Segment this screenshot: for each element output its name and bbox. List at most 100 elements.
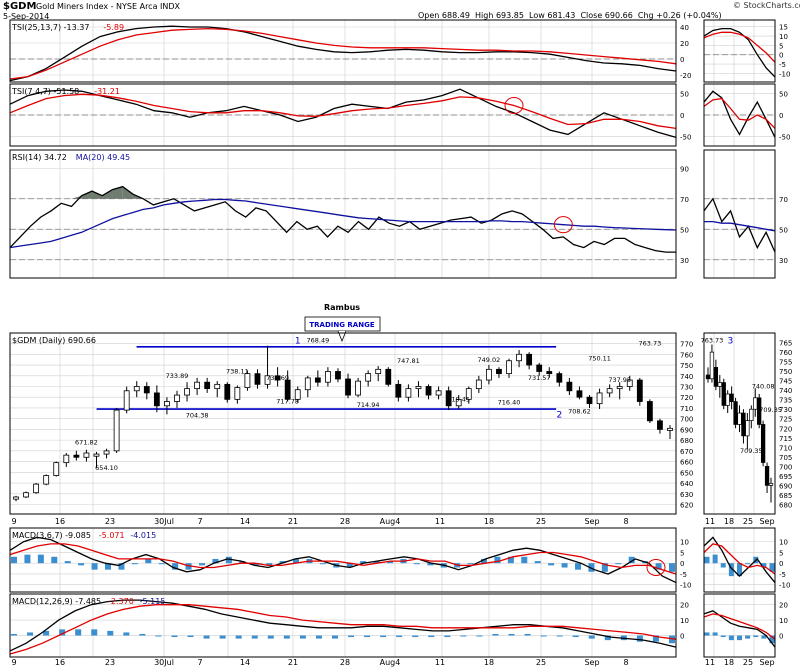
x-axis-bottom-label-11: 25 <box>536 658 546 667</box>
panel5-hist-bar-49 <box>669 563 675 572</box>
rsi-overbought-fill-7 <box>81 191 92 199</box>
panel6-hist-bar-4 <box>75 629 82 636</box>
panel6-hist-bar-10 <box>171 635 178 638</box>
panel6-hist-bar-20 <box>331 635 338 639</box>
panel5-inset-hist-bar-4 <box>737 563 742 577</box>
price-ytick-6: 710 <box>680 405 693 413</box>
x-axis-bottom-label-0: 9 <box>11 658 16 667</box>
price-label-14: 708.62 <box>568 407 591 415</box>
chart-security-name: Gold Miners Index - NYSE Arca INDX <box>36 2 181 11</box>
panel3-inset-series-0 <box>703 197 776 253</box>
price-label-2: 733.89 <box>166 372 189 380</box>
candle-body-53 <box>546 371 553 375</box>
price-ytick-8: 690 <box>680 426 693 434</box>
panel5-hist-bar-30 <box>413 563 420 565</box>
panel5-hist-bar-14 <box>199 563 205 566</box>
panel6-inset-series-0 <box>703 610 776 648</box>
panel1-ytick-1: 20 <box>680 40 689 48</box>
candle-body-61 <box>626 379 633 387</box>
x-axis-label-11: 25 <box>536 517 546 526</box>
candle-body-22 <box>234 387 241 400</box>
panel5-inset-hist-bar-2 <box>720 563 726 568</box>
candle-body-25 <box>264 375 271 385</box>
panel6-inset-ytick-1: 10 <box>779 617 788 625</box>
candle-body-54 <box>556 373 563 383</box>
panel5-hist-bar-10 <box>145 558 152 564</box>
wave-label-2: 3 <box>728 337 734 347</box>
x-axis-label-0: 9 <box>11 517 16 526</box>
price-label-9: 747.81 <box>397 357 420 365</box>
panel6-hist-bar-28 <box>460 635 467 637</box>
panel5-hist-bar-1 <box>24 554 31 564</box>
candle-body-62 <box>636 379 643 402</box>
panel1-series-0 <box>9 25 677 82</box>
panel6-hist-bar-39 <box>636 635 643 642</box>
panel6-inset-frame <box>703 593 776 658</box>
candle-body-18 <box>194 381 201 390</box>
panel3-inset-series-1 <box>704 220 776 232</box>
panel5-inset-hist-bar-0 <box>704 556 710 564</box>
candle-body-36 <box>375 368 382 375</box>
panel6-ytick-2: 0 <box>680 633 684 641</box>
panel6-hist-bar-36 <box>588 635 595 639</box>
panel5-inset-series-0 <box>703 536 776 584</box>
x-axis-label-12: Sep <box>584 517 599 526</box>
panel5-inset-hist-bar-5 <box>745 563 751 565</box>
candle-body-41 <box>425 386 432 396</box>
panel6-hist-bar-29 <box>476 635 483 637</box>
panel1-inset-ytick-0: 15 <box>779 24 788 32</box>
panel3-inset-ytick-0: 70 <box>779 196 788 204</box>
inset-candle-body-5 <box>725 393 730 406</box>
panel5-inset-ytick-0: 10 <box>779 539 788 547</box>
price-label-3: 704.38 <box>186 412 209 420</box>
price-label-0: 654.10 <box>95 464 118 472</box>
panel3-ytick-1: 70 <box>680 196 689 204</box>
panel6-hist-bar-16 <box>267 635 274 639</box>
price-inset-frame <box>703 332 776 515</box>
price-inset-ytick-1: 760 <box>779 349 792 357</box>
panel5-hist-bar-40 <box>548 563 555 566</box>
candle-body-8 <box>93 453 100 457</box>
candle-body-24 <box>254 373 261 385</box>
rsi-overbought-fill-11 <box>122 186 133 199</box>
panel6-hist-bar-2 <box>43 630 50 636</box>
panel5-inset-series-1 <box>703 543 776 575</box>
inset-x-axis-bottom-label-0: 11 <box>705 658 715 667</box>
candle-body-47 <box>485 368 492 381</box>
panel3-ytick-2: 50 <box>680 226 689 234</box>
panel2-series-1 <box>9 93 677 130</box>
price-inset-ytick-3: 750 <box>779 368 792 376</box>
price-inset-ytick-10: 715 <box>779 435 792 443</box>
panel6-hist-bar-9 <box>155 635 162 637</box>
candle-body-40 <box>415 386 422 390</box>
candle-body-52 <box>536 364 543 372</box>
price-ytick-9: 680 <box>680 437 693 445</box>
panel6-hist-bar-17 <box>283 635 290 639</box>
price-label-18: 709.35 <box>759 406 782 414</box>
panel6-hist-bar-15 <box>251 635 258 639</box>
inset-candle-body-16 <box>768 483 774 486</box>
rsi-overbought-fill-8 <box>91 191 103 199</box>
panel6-hist-bar-30 <box>492 633 499 636</box>
panel2-legend-1: -31.21 <box>94 87 120 96</box>
x-axis-label-9: 11 <box>435 517 445 526</box>
candle-body-55 <box>566 381 573 392</box>
panel5-ytick-0: 10 <box>680 539 689 547</box>
x-axis-bottom-label-10: 18 <box>484 658 494 667</box>
price-inset-ytick-16: 685 <box>779 492 792 500</box>
panel2-annotation-circle <box>504 97 524 115</box>
candle-body-11 <box>123 390 130 411</box>
inset-candle-body-7 <box>733 401 738 425</box>
panel5-hist-bar-2 <box>37 554 44 564</box>
candle-body-64 <box>657 420 663 430</box>
x-axis-bottom-label-2: 23 <box>105 658 115 667</box>
x-axis-label-13: 8 <box>623 517 628 526</box>
panel5-hist-bar-19 <box>266 563 273 566</box>
candle-body-60 <box>616 386 623 390</box>
panel5-hist-bar-7 <box>105 563 111 570</box>
candle-body-17 <box>184 388 190 396</box>
panel1-ytick-2: 0 <box>680 56 684 64</box>
price-label-8: 714.94 <box>357 401 380 409</box>
panel5-hist-bar-0 <box>11 556 17 564</box>
panel1-inset-ytick-5: -10 <box>779 70 790 78</box>
